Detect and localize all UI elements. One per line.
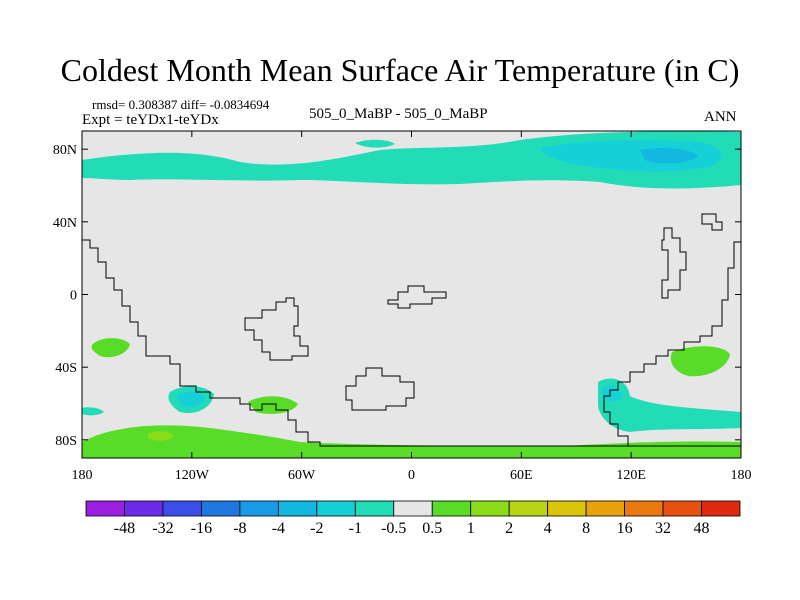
x-tick-label: 60E (510, 468, 533, 483)
colorbar-label: -32 (152, 520, 173, 537)
comparison-label: 505_0_MaBP - 505_0_MaBP (309, 106, 488, 122)
continent-east (603, 241, 741, 446)
field-arctic-core (640, 148, 698, 164)
field-southern-ocean-west-core (176, 391, 206, 408)
continent-south-mid (345, 367, 415, 411)
y-tick-label: 80N (53, 143, 77, 158)
field-arctic-inner (540, 140, 722, 172)
colorbar-swatch (201, 500, 241, 517)
continent-west (82, 239, 741, 447)
y-axis: 80N 40N 0 40S 80S (53, 143, 741, 449)
field-southern-ocean-edge (82, 407, 104, 416)
x-tick-label: 60W (288, 468, 316, 483)
colorbar-swatch (662, 500, 702, 517)
y-tick-label: 40S (55, 361, 77, 376)
x-tick-label: 120W (175, 468, 210, 483)
field-arctic-spot (355, 139, 395, 148)
colorbar-swatch (85, 500, 125, 517)
x-axis: 180 120W 60W 0 60E 120E 180 (72, 131, 752, 483)
field-antarctic-warm-spot (148, 431, 174, 441)
colorbar-label: -0.5 (381, 520, 406, 537)
colorbar-swatch (124, 500, 164, 517)
colorbar-swatch (393, 500, 433, 517)
colorbar-swatch (239, 500, 279, 517)
field-south-west-pacific-patch (91, 338, 130, 358)
colorbar-label: -4 (272, 520, 285, 537)
continent-small-north (387, 285, 447, 309)
colorbar-label: 32 (655, 520, 671, 537)
colorbar-label: 1 (467, 520, 475, 537)
colorbar-label: 48 (694, 520, 710, 537)
colorbar-label: -48 (114, 520, 135, 537)
field-southern-ocean-east-core (602, 385, 622, 402)
colorbar-swatch (470, 500, 510, 517)
field-southern-ocean-east-patch (598, 378, 741, 432)
x-tick-label: 180 (731, 468, 752, 483)
continent-ne-island (701, 213, 723, 231)
stats-line: rmsd= 0.308387 diff= -0.0834694 (92, 97, 270, 112)
colorbar-swatch (162, 500, 202, 517)
experiment-line: Expt = teYDx1-teYDx (82, 112, 219, 128)
colorbar-swatch (431, 500, 472, 517)
colorbar-label: 8 (582, 520, 590, 537)
colorbar-label: 2 (505, 520, 513, 537)
colorbar-swatch (701, 500, 741, 517)
y-tick-label: 0 (70, 289, 77, 304)
y-tick-label: 80S (55, 434, 77, 449)
x-tick-label: 180 (72, 468, 93, 483)
colorbar-label: -8 (233, 520, 246, 537)
continent-north-mid (244, 297, 309, 361)
colorbar-swatch (316, 500, 356, 517)
chart-title: Coldest Month Mean Surface Air Temperatu… (60, 52, 740, 88)
colorbar-swatch (547, 500, 587, 517)
colorbar-label: -1 (349, 520, 362, 537)
x-tick-label: 0 (408, 468, 415, 483)
continent-east-strip (661, 227, 687, 299)
colorbar-label: 4 (544, 520, 552, 537)
colorbar: -48 -32 -16 -8 -4 -2 -1 -0.5 0.5 1 2 4 8 16 32 48 (85, 500, 741, 537)
colorbar-label: -16 (191, 520, 212, 537)
colorbar-swatch (354, 500, 395, 517)
colorbar-label: 0.5 (422, 520, 442, 537)
colorbar-swatch (624, 500, 664, 517)
season-label: ANN (704, 109, 737, 125)
colorbar-label: -2 (310, 520, 323, 537)
colorbar-swatch (508, 500, 549, 517)
colorbar-label: 16 (617, 520, 633, 537)
field-antarctic-coast-band (82, 425, 741, 458)
colorbar-swatch (585, 500, 625, 517)
field-indian-ocean-south-patch (670, 346, 730, 377)
x-tick-label: 120E (616, 468, 646, 483)
y-tick-label: 40N (53, 216, 77, 231)
colorbar-swatch (277, 500, 318, 517)
